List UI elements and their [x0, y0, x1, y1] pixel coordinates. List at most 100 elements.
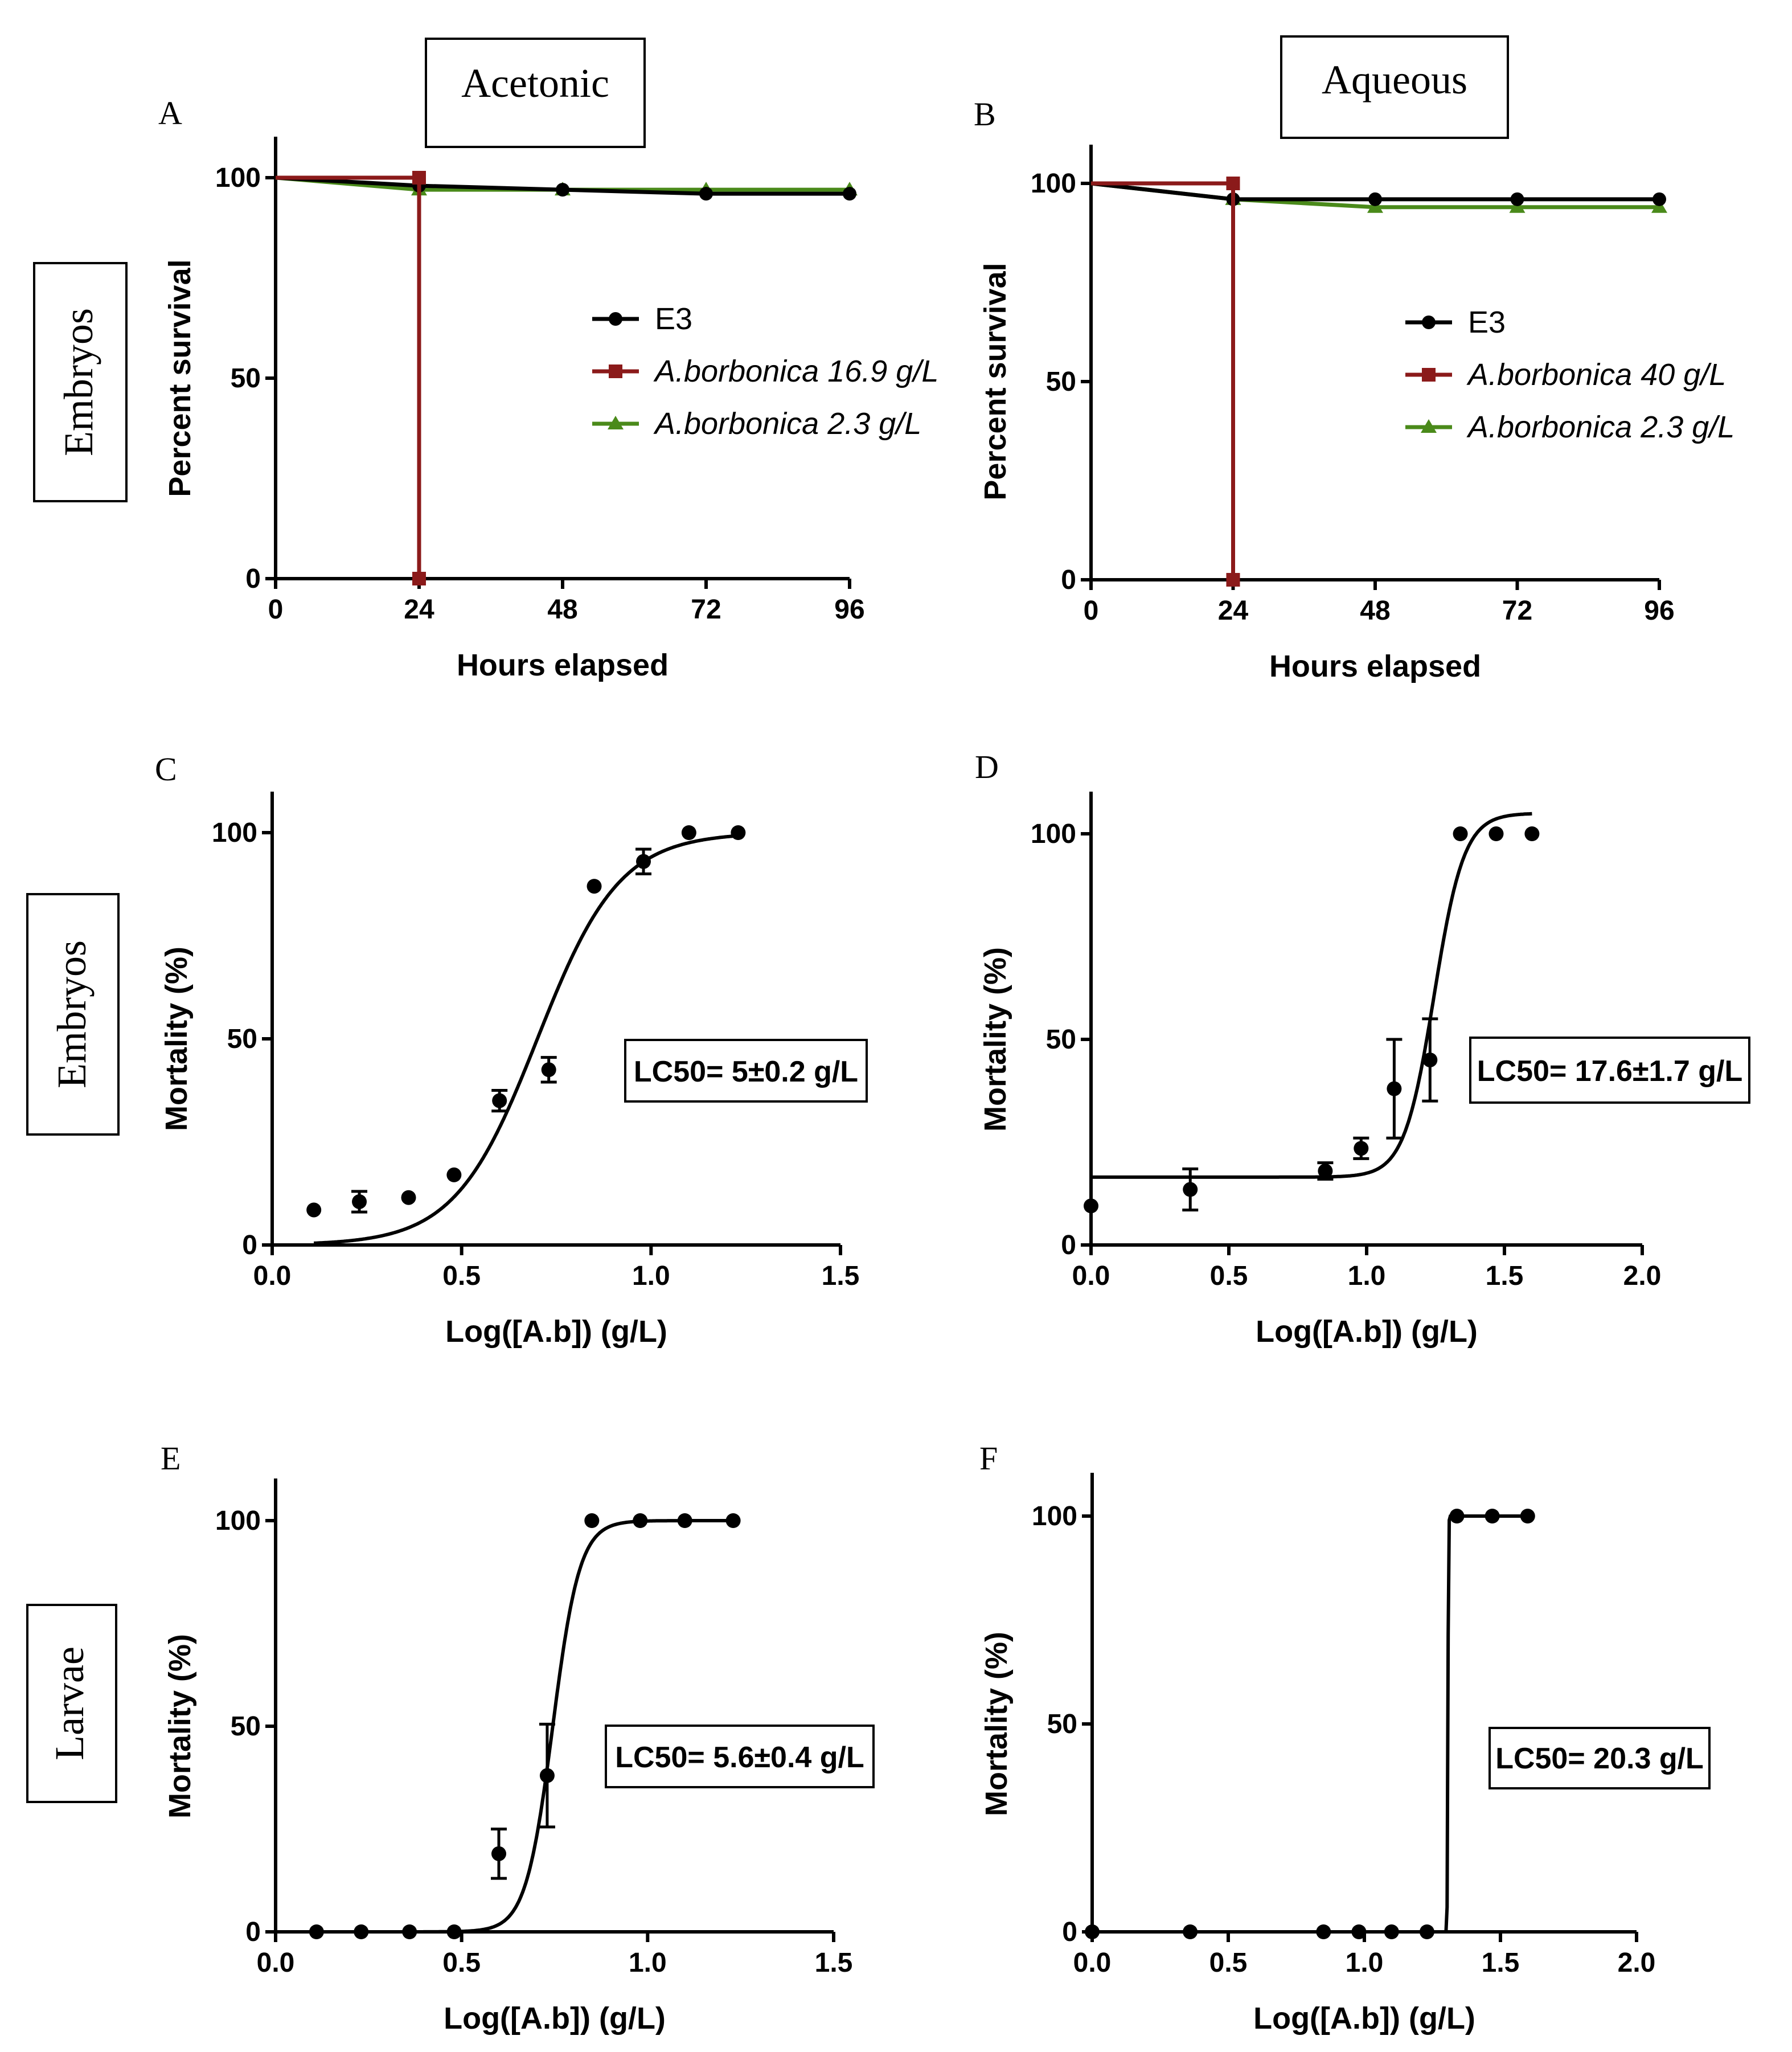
y-axis-title: Percent survival	[978, 263, 1012, 500]
y-tick-label: 100	[1031, 169, 1076, 199]
y-tick-label: 50	[1047, 1709, 1077, 1739]
data-point	[1485, 1509, 1500, 1523]
y-tick-label: 0	[242, 1230, 257, 1260]
y-tick-label: 0	[1061, 1230, 1076, 1260]
data-point	[1316, 1924, 1331, 1939]
legend-marker-high	[609, 364, 622, 378]
legend-label-high: A.borbonica 40 g/L	[1466, 358, 1726, 392]
data-point	[492, 1093, 507, 1108]
column-label-acetonic: Acetonic	[425, 38, 646, 148]
lc50-annotation: LC50= 17.6±1.7 g/L	[1469, 1037, 1750, 1104]
x-tick-label: 72	[691, 595, 721, 625]
x-tick-label: 1.5	[822, 1261, 860, 1291]
row-label-embryos-1: Embryos	[33, 262, 128, 502]
data-point	[1510, 192, 1524, 206]
x-tick-label: 1.0	[629, 1948, 667, 1978]
x-tick-label: 48	[1360, 596, 1390, 626]
y-tick-label: 100	[212, 818, 257, 848]
x-tick-label: 96	[1644, 596, 1674, 626]
y-tick-label: 0	[1061, 565, 1076, 595]
y-axis-title: Mortality (%)	[159, 947, 194, 1131]
svg-text:Larvae: Larvae	[47, 1646, 92, 1760]
fit-curve	[316, 1519, 733, 1934]
y-tick-label: 0	[245, 564, 261, 594]
x-tick-label: 0	[1084, 596, 1099, 626]
series-line-1	[276, 175, 421, 579]
lc50-annotation: LC50= 5±0.2 g/L	[624, 1039, 868, 1103]
x-tick-label: 96	[834, 595, 864, 625]
data-point	[402, 1924, 417, 1939]
svg-text:Acetonic: Acetonic	[461, 60, 609, 106]
y-axis-title: Mortality (%)	[979, 1632, 1014, 1816]
panel-b: B 0 50 100 0 24 48 72 96 Hours elapsed Percent su…	[974, 96, 1734, 683]
data-point	[584, 1513, 600, 1528]
y-tick-label: 100	[1031, 819, 1076, 849]
data-point	[677, 1513, 692, 1528]
x-tick-label: 0	[268, 595, 284, 625]
x-axis-title: Hours elapsed	[1269, 649, 1481, 683]
x-tick-label: 1.5	[815, 1948, 853, 1978]
data-point	[699, 187, 713, 201]
y-tick-label: 50	[227, 1024, 257, 1054]
column-label-aqueous: Aqueous	[1280, 35, 1509, 139]
data-point	[491, 1846, 506, 1861]
x-tick-label: 0.5	[442, 1261, 481, 1291]
data-point	[1354, 1141, 1369, 1156]
legend-label-high: A.borbonica 16.9 g/L	[653, 354, 938, 388]
data-point	[731, 825, 746, 840]
svg-text:LC50= 20.3 g/L: LC50= 20.3 g/L	[1495, 1742, 1704, 1775]
data-point	[1422, 1052, 1438, 1068]
legend-label-low: A.borbonica 2.3 g/L	[1466, 410, 1734, 444]
data-point	[1368, 192, 1382, 206]
y-tick-label: 50	[1046, 1025, 1076, 1055]
data-point	[1524, 826, 1540, 841]
row-label-embryos-2: Embryos	[26, 893, 120, 1136]
panel-a: A 0 50 100 0 24 48 72 96 Hours elapsed Percent su…	[158, 95, 938, 682]
legend-label-e3: E3	[1468, 305, 1506, 339]
lc50-annotation: LC50= 20.3 g/L	[1488, 1727, 1711, 1789]
fit-curve	[1092, 1514, 1528, 1934]
x-tick-label: 0.0	[1073, 1948, 1112, 1978]
data-point	[1520, 1509, 1535, 1523]
x-tick-label: 0.0	[257, 1948, 295, 1978]
svg-text:LC50= 5.6±0.4 g/L: LC50= 5.6±0.4 g/L	[615, 1741, 864, 1774]
data-point	[1351, 1924, 1367, 1939]
fit-curve	[314, 834, 739, 1245]
data-point	[446, 1924, 462, 1939]
data-point	[352, 1194, 367, 1209]
x-tick-label: 48	[547, 595, 577, 625]
lc50-annotation: LC50= 5.6±0.4 g/L	[605, 1725, 875, 1788]
svg-text:Embryos: Embryos	[56, 308, 101, 456]
legend-marker-e3	[609, 312, 622, 326]
panel-letter: B	[974, 96, 996, 133]
y-tick-label: 50	[1046, 367, 1076, 397]
y-axis-title: Mortality (%)	[163, 1634, 197, 1818]
legend-marker-low	[1421, 419, 1437, 433]
data-point	[681, 825, 696, 840]
x-axis-title: Log([A.b]) (g/L)	[444, 2001, 666, 2035]
x-axis-title: Log([A.b]) (g/L)	[445, 1314, 667, 1349]
legend-label-e3: E3	[655, 302, 692, 336]
legend: E3 A.borbonica 16.9 g/L A.borbonica 2.3 …	[592, 302, 938, 441]
x-tick-label: 2.0	[1618, 1948, 1656, 1978]
x-axis-title: Log([A.b]) (g/L)	[1253, 2001, 1475, 2035]
y-tick-label: 50	[231, 363, 261, 394]
x-tick-label: 2.0	[1623, 1261, 1662, 1291]
data-point	[1652, 192, 1666, 206]
legend-label-low: A.borbonica 2.3 g/L	[653, 407, 921, 441]
y-axis-title: Percent survival	[163, 259, 197, 497]
data-point	[556, 183, 569, 197]
data-point	[1183, 1182, 1198, 1197]
svg-text:Embryos: Embryos	[49, 940, 95, 1088]
legend-marker-e3	[1422, 316, 1436, 329]
x-tick-label: 24	[404, 595, 434, 625]
x-tick-label: 1.5	[1482, 1948, 1520, 1978]
panel-c: C 0 50 100 0.0 0.5 1.0 1.5 Log([A.b]) (g/L) Mort…	[155, 751, 868, 1349]
data-point	[412, 572, 426, 585]
data-point	[1226, 177, 1240, 190]
x-tick-label: 1.0	[1348, 1261, 1386, 1291]
x-tick-label: 1.0	[632, 1261, 670, 1291]
legend: E3 A.borbonica 40 g/L A.borbonica 2.3 g/…	[1405, 305, 1734, 444]
data-point	[1318, 1164, 1333, 1179]
data-point	[1384, 1924, 1399, 1939]
